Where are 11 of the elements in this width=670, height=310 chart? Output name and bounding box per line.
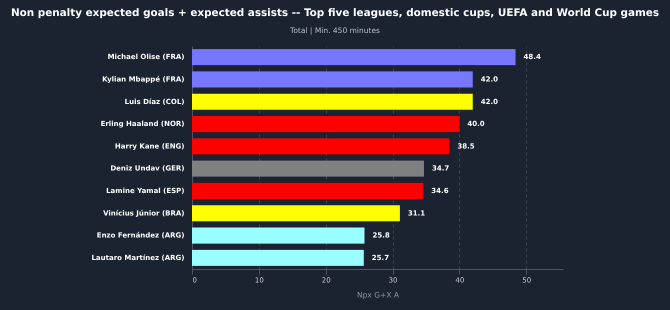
bar [192,182,424,199]
bar [192,250,364,266]
bar [192,49,516,66]
bar [192,116,460,132]
bar [192,94,473,110]
bar [192,71,473,88]
bar [192,205,400,222]
chart-title: Non penalty expected goals + expected assists -- Top five leagues, domestic cups, UEFA and World Cup games [10,6,660,19]
bar [192,228,364,244]
bar [192,160,424,177]
bar [192,138,450,154]
